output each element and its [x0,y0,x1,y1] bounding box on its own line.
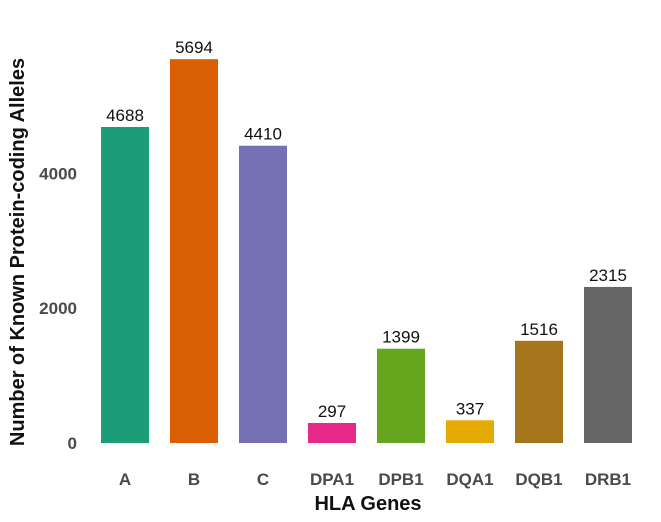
bar-dpb1 [377,348,425,443]
bar-a [101,127,149,443]
bar-dqa1 [446,420,494,443]
value-label-a: 4688 [106,106,144,125]
x-axis-title: HLA Genes [314,493,421,515]
x-tick-label-dqa1: DQA1 [446,470,493,489]
bar-drb1 [584,286,632,443]
bar-b [170,59,218,443]
bars-layer [101,59,632,444]
y-tick-labels: 0 2000 4000 [39,164,77,453]
value-label-b: 5694 [175,38,213,57]
value-label-dqa1: 337 [456,399,484,418]
x-tick-label-dqb1: DQB1 [515,470,562,489]
value-label-dpb1: 1399 [382,328,420,347]
x-tick-label-dpa1: DPA1 [310,470,354,489]
value-label-dpa1: 297 [318,402,346,421]
bar-c [239,145,287,444]
bar-dpa1 [308,422,356,443]
x-tick-labels: A B C DPA1 DPB1 DQA1 DQB1 DRB1 [119,470,631,489]
y-tick-label-4000: 4000 [39,164,77,183]
value-label-dqb1: 1516 [520,320,558,339]
y-axis-title: Number of Known Protein-coding Alleles [7,58,29,446]
x-tick-label-a: A [119,470,131,489]
x-tick-label-b: B [188,470,200,489]
x-tick-label-dpb1: DPB1 [378,470,423,489]
value-label-c: 4410 [244,125,282,144]
value-label-drb1: 2315 [589,266,627,285]
y-tick-label-0: 0 [68,434,77,453]
x-tick-label-drb1: DRB1 [585,470,631,489]
value-labels-layer: 4688 5694 4410 297 1399 337 1516 2315 [106,38,627,421]
y-tick-label-2000: 2000 [39,299,77,318]
x-tick-label-c: C [257,470,269,489]
bar-dqb1 [515,340,563,443]
